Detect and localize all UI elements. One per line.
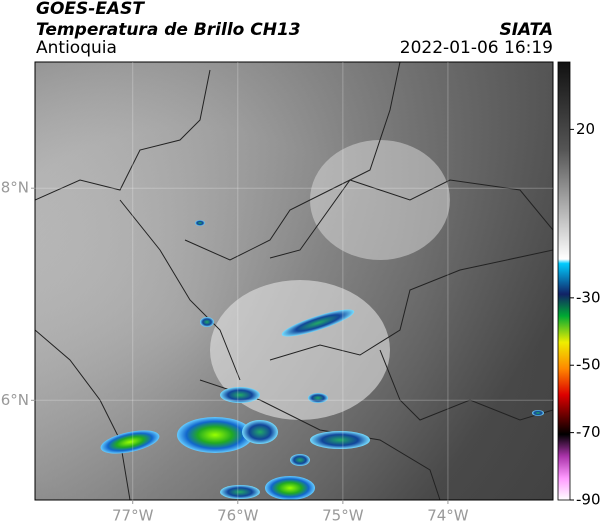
y-tick-label: 8°N: [1, 179, 29, 197]
colorbar-label: 20: [576, 120, 595, 138]
product: Temperatura de Brillo CH13: [36, 20, 301, 40]
colorbar-label: -50: [576, 356, 600, 374]
colorbar-label: -90: [576, 491, 600, 509]
map: [35, 62, 553, 500]
y-tick-label: 6°N: [1, 391, 29, 409]
x-tick-label: 74°W: [427, 507, 469, 525]
colorbar-label: -70: [576, 423, 600, 441]
source: SIATA: [499, 20, 553, 40]
x-tick-label: 77°W: [112, 507, 154, 525]
x-tick-label: 76°W: [217, 507, 259, 525]
satellite: GOES-EAST: [36, 0, 145, 19]
datetime: 2022-01-06 16:19: [400, 38, 553, 58]
colorbar-label: -30: [576, 288, 600, 306]
region: Antioquia: [36, 38, 117, 58]
x-tick-label: 75°W: [322, 507, 364, 525]
colorbar: [557, 61, 571, 501]
map-frame: [34, 61, 554, 501]
